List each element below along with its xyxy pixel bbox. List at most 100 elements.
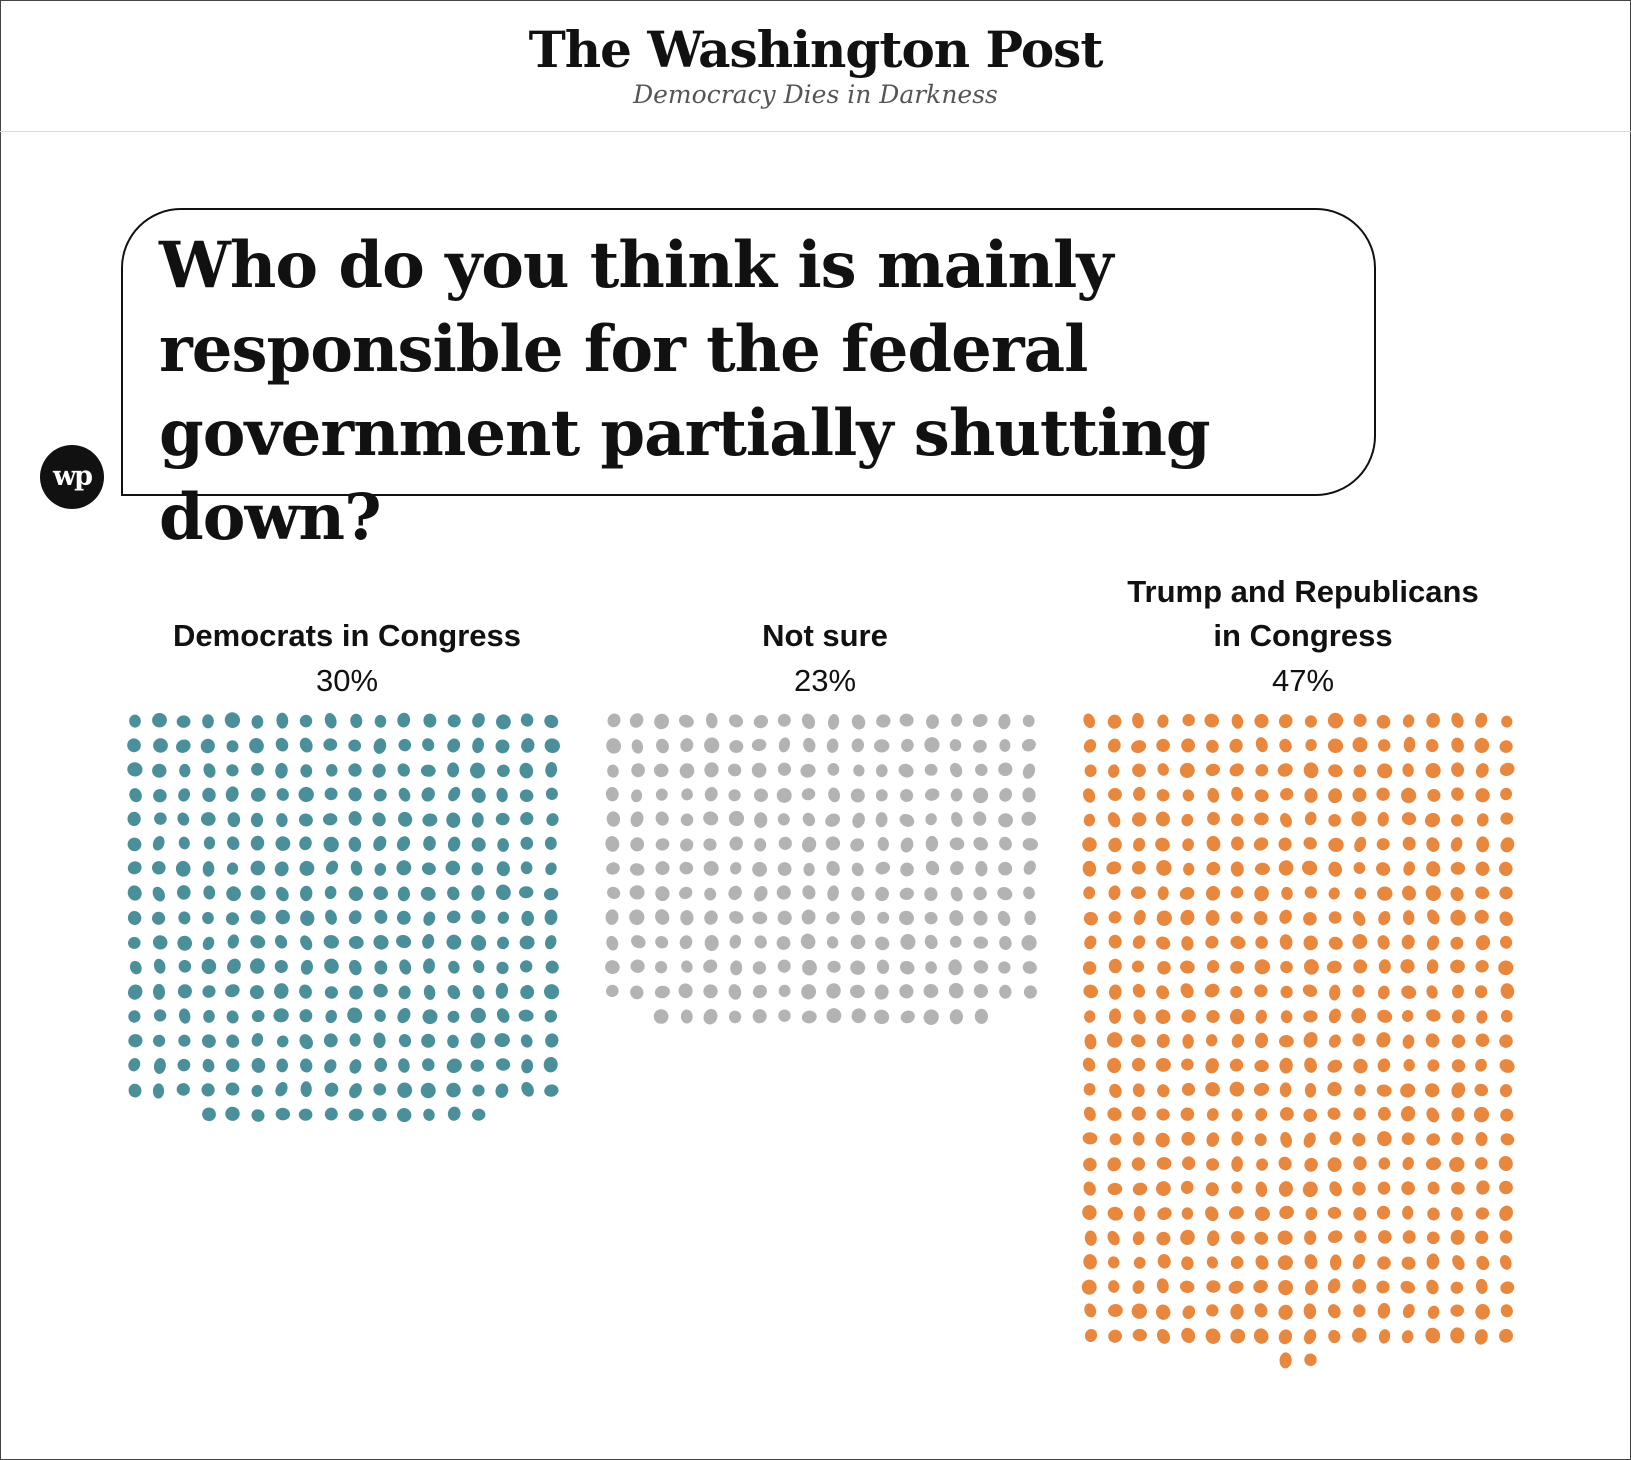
dot — [1498, 1156, 1513, 1171]
dot — [1230, 1328, 1246, 1344]
dot — [850, 960, 866, 975]
dot — [1401, 1330, 1414, 1344]
dot — [447, 1034, 459, 1049]
dot — [1280, 788, 1294, 801]
dot — [680, 813, 694, 827]
dot — [1500, 812, 1514, 825]
dot — [1425, 739, 1439, 753]
dot — [1499, 1180, 1513, 1195]
dot — [1281, 886, 1293, 900]
dot — [1231, 1131, 1244, 1146]
dot — [874, 984, 889, 1000]
dot — [177, 935, 193, 951]
dot — [1205, 1034, 1218, 1047]
dot — [1376, 1280, 1390, 1294]
dot — [497, 911, 510, 924]
dot — [803, 862, 815, 877]
dot — [1327, 738, 1344, 754]
dot — [1022, 837, 1038, 851]
dot — [973, 984, 988, 998]
dot — [251, 1084, 263, 1097]
dot — [1352, 911, 1366, 926]
dot — [1427, 788, 1441, 802]
dot — [1023, 860, 1036, 875]
dot — [1133, 1009, 1146, 1025]
dot — [1107, 1057, 1122, 1074]
dot — [605, 909, 619, 925]
dot — [1230, 886, 1244, 899]
dot — [1182, 713, 1195, 727]
dot — [1304, 886, 1317, 899]
dot — [201, 812, 216, 826]
dot — [202, 1058, 215, 1073]
dot — [374, 863, 387, 876]
dot — [127, 984, 143, 1000]
dot — [655, 861, 670, 876]
dot — [1426, 935, 1440, 951]
washington-post-logo[interactable]: The Washington Post — [528, 20, 1104, 79]
dot — [226, 1010, 239, 1024]
dot — [349, 1033, 361, 1047]
dot — [999, 788, 1012, 802]
dot — [1402, 1034, 1415, 1049]
dot — [544, 984, 560, 1000]
dot — [446, 1058, 462, 1074]
dot — [396, 934, 412, 949]
dot — [1427, 909, 1440, 925]
dot — [226, 912, 239, 926]
dot — [951, 811, 963, 827]
dot — [472, 985, 485, 1000]
dot — [276, 1058, 289, 1073]
dot — [801, 713, 816, 729]
dot — [826, 936, 839, 949]
dot — [1376, 1084, 1392, 1097]
dot — [1450, 959, 1465, 974]
dot-group-2 — [1081, 712, 1515, 1369]
dot — [1426, 712, 1440, 728]
dot — [1230, 861, 1244, 877]
dot — [1351, 1008, 1367, 1024]
dot — [1279, 1057, 1293, 1074]
dot — [1280, 1131, 1292, 1148]
dot — [1279, 1352, 1292, 1369]
dot — [225, 1058, 240, 1072]
dot — [153, 738, 168, 753]
dot — [679, 763, 695, 779]
dot — [899, 960, 915, 975]
dot — [1255, 737, 1268, 753]
dot — [1180, 909, 1195, 926]
dot — [396, 860, 412, 876]
dot — [423, 958, 435, 974]
dot — [423, 836, 436, 851]
dot — [925, 835, 939, 852]
dot — [1304, 788, 1318, 803]
dot — [275, 1081, 288, 1097]
dot — [1231, 713, 1244, 729]
dot — [497, 838, 509, 852]
dot — [1279, 909, 1292, 924]
dot — [923, 1009, 939, 1025]
dot — [545, 787, 558, 800]
dot — [1328, 764, 1343, 778]
dot — [544, 836, 557, 850]
dot — [1130, 886, 1146, 900]
dot — [423, 713, 437, 728]
dot — [1475, 1278, 1488, 1294]
dot — [397, 1008, 411, 1024]
dot — [470, 1059, 485, 1072]
dot — [728, 810, 745, 827]
dot — [973, 960, 989, 974]
dot — [655, 935, 669, 949]
dot — [545, 862, 557, 876]
dot — [1254, 1032, 1269, 1049]
dot — [447, 714, 461, 728]
dot — [1328, 814, 1341, 827]
dot — [973, 811, 987, 826]
dot — [1182, 789, 1195, 802]
dot — [950, 886, 963, 902]
dot — [1253, 1082, 1270, 1096]
dot — [1303, 762, 1319, 779]
dot — [1206, 1256, 1219, 1269]
dot — [1179, 762, 1195, 778]
dot — [1302, 1181, 1318, 1198]
